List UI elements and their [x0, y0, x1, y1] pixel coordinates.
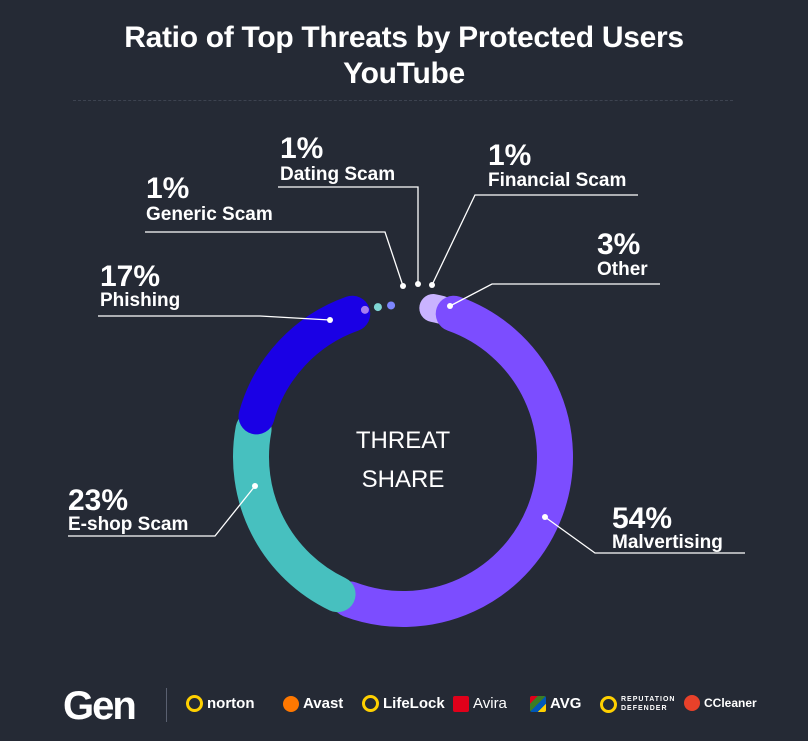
leader-line: [145, 231, 404, 287]
leader-dot: [429, 282, 435, 288]
label-leader-lines: [68, 186, 745, 554]
brand-label: REPUTATION DEFENDER: [621, 696, 676, 712]
brand-lifelock: LifeLock: [362, 695, 445, 712]
slice-name-label: Generic Scam: [146, 204, 273, 225]
brand-label: norton: [207, 695, 255, 712]
slice-phishing: [238, 295, 371, 435]
leader-line: [544, 516, 745, 554]
slice-value-label: 1%: [488, 139, 531, 172]
leader-line: [68, 485, 256, 537]
brand-label: Avast: [303, 695, 344, 712]
leader-dot: [252, 483, 258, 489]
lifelock-lock-icon: [362, 695, 379, 712]
slice-name-label: Financial Scam: [488, 170, 626, 191]
center-label-line2: SHARE: [362, 466, 445, 493]
avira-icon: [453, 695, 469, 712]
reputation-defender-icon: [600, 695, 617, 713]
title-divider: [73, 100, 733, 101]
leader-line: [449, 283, 660, 307]
slice-value-label: 23%: [68, 484, 128, 517]
brand-label: Avira: [473, 695, 507, 712]
slice-name-label: E-shop Scam: [68, 514, 188, 535]
slice-malvertising: [331, 295, 573, 627]
slice-value-label: 1%: [146, 172, 189, 205]
donut-arcs: [233, 294, 573, 627]
donut-chart: 54%Malvertising 23%E-shop Scam 17%Phishing…: [68, 132, 745, 627]
slice-e-shop-scam: [233, 411, 356, 613]
slice-value-label: 54%: [612, 502, 672, 535]
gen-logo: Gen: [63, 684, 137, 728]
slice-name-label: Other: [597, 259, 648, 280]
footer-brands: Gen norton Avast LifeLock Avira AVG REPU…: [0, 680, 808, 730]
leader-dot: [327, 317, 333, 323]
leader-line: [278, 186, 419, 284]
brand-avast: Avast: [283, 695, 343, 712]
slice-value-label: 17%: [100, 260, 160, 293]
chart-subtitle: YouTube: [343, 57, 465, 90]
slice-labels: 54%Malvertising 23%E-shop Scam 17%Phishing…: [68, 132, 723, 553]
brand-label: AVG: [550, 695, 582, 712]
avg-icon: [530, 695, 546, 712]
leader-line: [98, 315, 331, 321]
brand-avg: AVG: [530, 695, 581, 712]
brand-ccleaner: CCleaner: [684, 695, 757, 711]
brand-label: CCleaner: [704, 696, 757, 710]
leader-line: [431, 194, 638, 286]
slice-name-label: Phishing: [100, 290, 180, 311]
ccleaner-icon: [684, 695, 700, 711]
chart-title: Ratio of Top Threats by Protected Users: [124, 21, 684, 54]
slice-name-label: Dating Scam: [280, 164, 395, 185]
brand-reputation-defender: REPUTATION DEFENDER: [600, 695, 683, 713]
slice-name-label: Malvertising: [612, 532, 723, 553]
slice-value-label: 1%: [280, 132, 323, 165]
center-label-line1: THREAT: [356, 427, 451, 454]
norton-check-icon: [186, 695, 203, 712]
brand-avira: Avira: [453, 695, 507, 712]
brand-label: LifeLock: [383, 695, 445, 712]
brand-norton: norton: [186, 695, 254, 712]
leader-dot: [400, 283, 406, 289]
avast-icon: [283, 695, 299, 712]
leader-dot: [542, 514, 548, 520]
leader-dot: [447, 303, 453, 309]
leader-dot: [415, 281, 421, 287]
slice-value-label: 3%: [597, 228, 640, 261]
footer-separator: [166, 688, 167, 722]
